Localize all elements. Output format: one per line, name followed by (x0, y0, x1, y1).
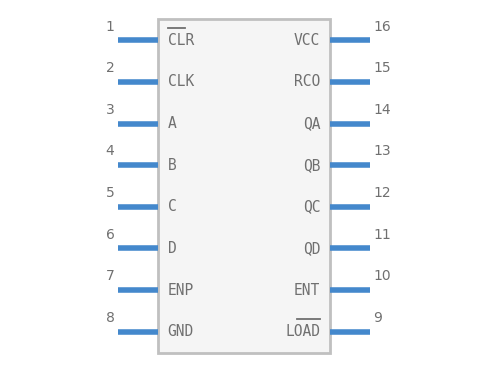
Text: 9: 9 (373, 311, 382, 325)
Text: CLR: CLR (168, 33, 194, 48)
Text: 12: 12 (373, 186, 391, 200)
Text: QD: QD (303, 241, 320, 256)
Text: 11: 11 (373, 228, 391, 242)
Text: 5: 5 (106, 186, 115, 200)
Text: 1: 1 (106, 20, 115, 33)
Bar (159, 19, 329, 353)
Text: RCO: RCO (294, 74, 320, 90)
Text: QB: QB (303, 158, 320, 173)
Text: 4: 4 (106, 144, 115, 158)
Text: 15: 15 (373, 61, 391, 75)
Text: ENP: ENP (168, 282, 194, 298)
Text: VCC: VCC (294, 33, 320, 48)
Text: A: A (168, 116, 177, 131)
Text: 6: 6 (106, 228, 115, 242)
Text: B: B (168, 158, 177, 173)
Text: 3: 3 (106, 103, 115, 117)
Text: QA: QA (303, 116, 320, 131)
Text: D: D (168, 241, 177, 256)
Text: 10: 10 (373, 269, 391, 283)
Text: 13: 13 (373, 144, 391, 158)
Text: 14: 14 (373, 103, 391, 117)
Text: 2: 2 (106, 61, 115, 75)
Text: QC: QC (303, 199, 320, 214)
Text: CLK: CLK (168, 74, 194, 90)
Text: 8: 8 (106, 311, 115, 325)
Text: LOAD: LOAD (285, 324, 320, 339)
Text: 16: 16 (373, 20, 391, 33)
Text: 7: 7 (106, 269, 115, 283)
Text: C: C (168, 199, 177, 214)
Text: ENT: ENT (294, 282, 320, 298)
Text: GND: GND (168, 324, 194, 339)
